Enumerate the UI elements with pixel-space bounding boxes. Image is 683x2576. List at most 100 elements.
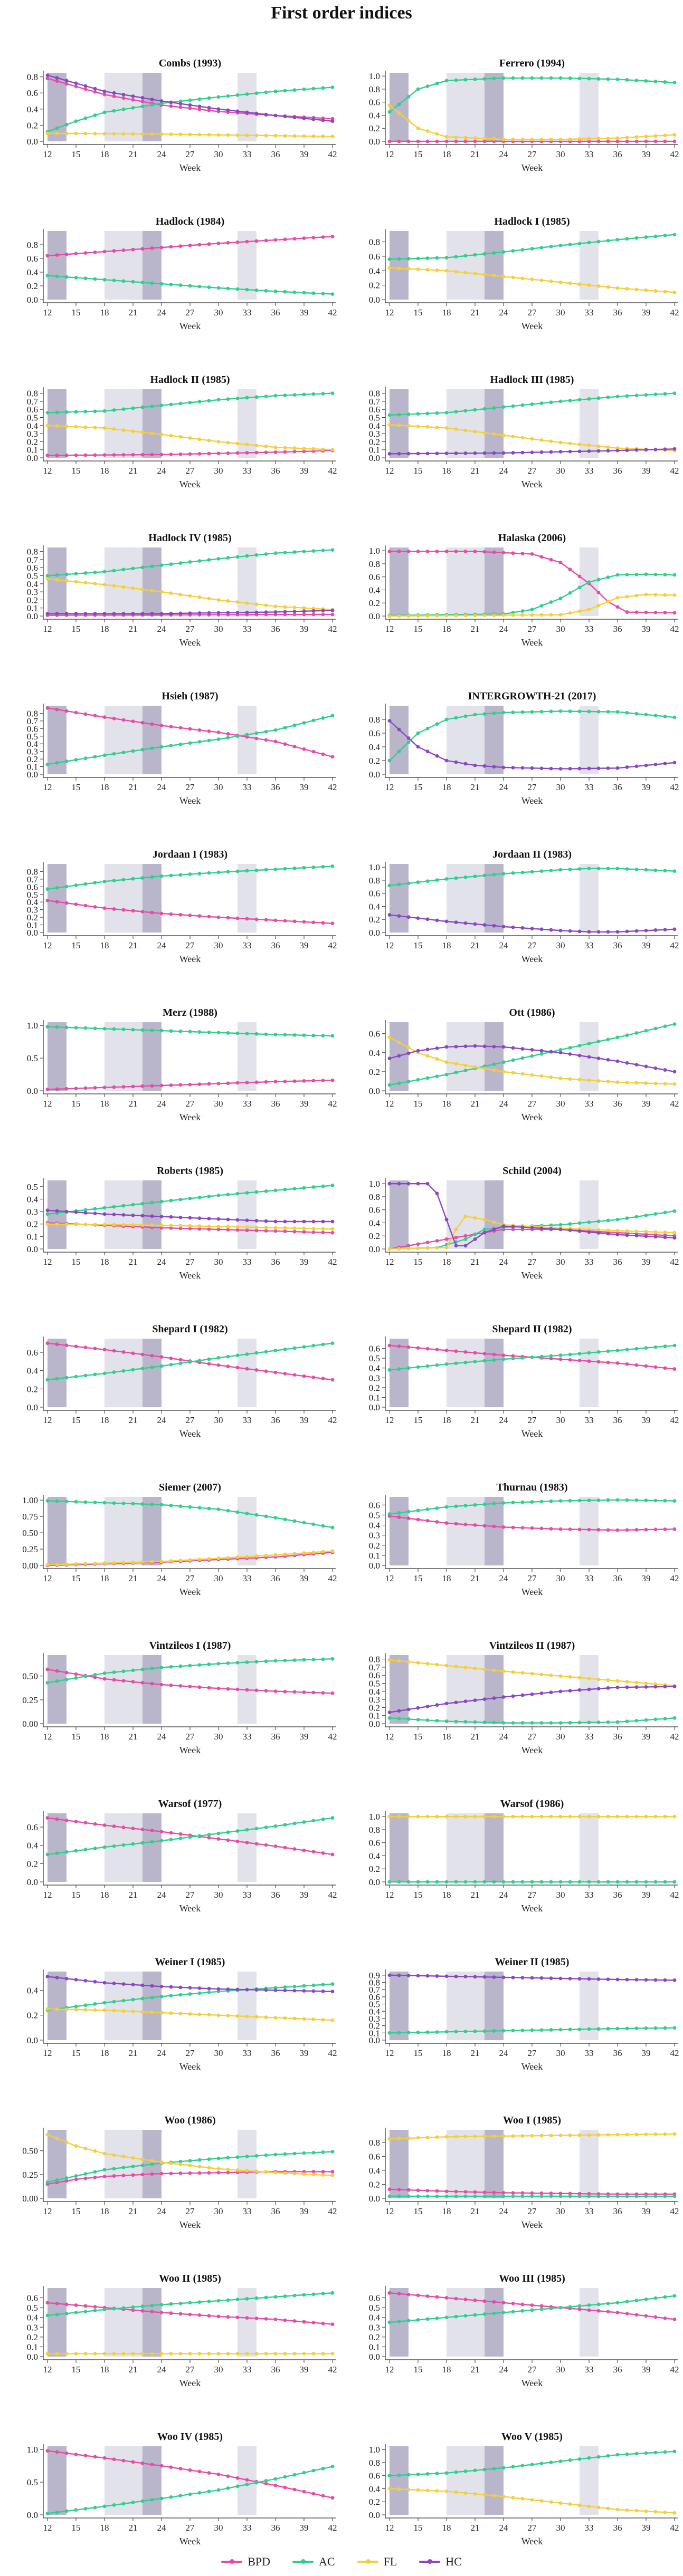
x-tick-label: 42 — [670, 624, 679, 634]
data-point — [653, 134, 658, 138]
chart-panel: 12 15 18 21 24 27 30 33 36 39 420.00.20.40.60.8INT… — [369, 690, 679, 806]
data-point — [197, 728, 202, 732]
data-point — [539, 1814, 544, 1819]
data-point — [596, 709, 601, 714]
data-point — [511, 2029, 515, 2033]
data-point — [131, 1983, 135, 1987]
data-point — [140, 910, 145, 914]
data-point — [625, 2026, 629, 2031]
y-tick-label: 0.7 — [27, 874, 39, 885]
data-point — [45, 1852, 50, 1857]
data-point — [140, 588, 145, 591]
chart-panel: 12 15 18 21 24 27 30 33 36 39 420.00.10.20.30.40.5… — [369, 1482, 679, 1597]
series-line — [47, 900, 333, 924]
data-point — [397, 1709, 401, 1713]
data-point — [188, 2312, 192, 2317]
data-point — [425, 1507, 430, 1511]
data-point — [207, 1557, 211, 1561]
data-point — [663, 1235, 667, 1239]
data-point — [644, 1234, 648, 1238]
data-point — [634, 1215, 639, 1219]
data-point — [482, 1231, 487, 1235]
data-point — [672, 2511, 677, 2515]
data-point — [625, 1528, 629, 1532]
data-point — [644, 1081, 648, 1085]
data-point — [587, 1078, 591, 1082]
data-point — [112, 1670, 116, 1674]
data-point — [264, 868, 268, 872]
series-hc — [45, 1975, 335, 1994]
data-point — [577, 1359, 582, 1362]
y-tick-label: 0.0 — [27, 1244, 38, 1254]
series-ac — [387, 1880, 677, 1884]
data-point — [216, 737, 221, 741]
x-tick-label: 18 — [100, 624, 109, 634]
data-point — [577, 1880, 582, 1884]
chart-title: Hadlock I (1985) — [494, 216, 570, 227]
data-point — [321, 2466, 325, 2471]
data-point — [653, 1230, 658, 1234]
data-point — [530, 710, 534, 714]
chart-panel: 12 15 18 21 24 27 30 33 36 39 420.00.10.20.30.40.5… — [369, 1956, 679, 2072]
data-point — [672, 573, 677, 577]
data-point — [482, 1975, 487, 1979]
shaded-band — [143, 1339, 162, 1407]
data-point — [539, 450, 544, 454]
x-tick-label: 21 — [471, 466, 480, 476]
data-point — [587, 1720, 591, 1725]
shaded-band — [447, 1655, 485, 1724]
data-point — [454, 1504, 458, 1508]
x-tick-label: 15 — [414, 1099, 423, 1109]
series-ac — [45, 1657, 335, 1685]
x-tick-label: 39 — [642, 2206, 651, 2216]
data-point — [425, 2488, 430, 2493]
x-tick-label: 30 — [556, 782, 565, 792]
data-point — [74, 1210, 78, 1214]
data-point — [83, 409, 88, 414]
data-point — [226, 1081, 230, 1085]
data-point — [606, 710, 610, 714]
data-point — [435, 1880, 439, 1884]
data-point — [406, 1974, 411, 1977]
data-point — [150, 589, 154, 593]
x-tick-label: 42 — [670, 940, 679, 950]
data-point — [216, 1193, 221, 1197]
data-point — [140, 1028, 145, 1032]
data-point — [207, 597, 211, 601]
data-point — [539, 1049, 544, 1053]
data-point — [577, 1720, 582, 1725]
x-tick-label: 42 — [670, 1890, 679, 1900]
data-point — [425, 1704, 430, 1708]
data-point — [596, 284, 601, 288]
data-point — [112, 612, 116, 616]
data-point — [644, 288, 648, 292]
data-point — [577, 1688, 582, 1692]
data-point — [511, 1814, 515, 1819]
data-point — [530, 870, 534, 874]
data-point — [606, 395, 610, 399]
data-point — [188, 2352, 192, 2356]
data-point — [264, 729, 268, 734]
chart-panel: 12 15 18 21 24 27 30 33 36 39 420.000.250.500.751.… — [22, 1482, 337, 1597]
data-point — [596, 2505, 601, 2510]
chart-title: Hadlock III (1985) — [490, 374, 574, 386]
x-tick-label: 15 — [414, 1890, 423, 1900]
data-point — [454, 1880, 458, 1884]
data-point — [454, 1361, 458, 1366]
x-axis-label: Week — [179, 1428, 201, 1439]
data-point — [140, 453, 145, 457]
data-point — [330, 1525, 335, 1530]
data-point — [121, 1369, 126, 1373]
data-point — [159, 1683, 164, 1687]
y-tick-label: 0.8 — [369, 237, 380, 247]
data-point — [653, 2510, 658, 2514]
data-point — [397, 1041, 401, 1044]
data-point — [245, 1228, 249, 1232]
x-tick-label: 15 — [72, 1415, 81, 1425]
data-point — [178, 283, 183, 287]
data-point — [121, 1669, 126, 1674]
data-point — [169, 1559, 173, 1563]
data-point — [492, 2190, 496, 2195]
data-point — [644, 448, 648, 452]
data-point — [558, 1689, 563, 1694]
